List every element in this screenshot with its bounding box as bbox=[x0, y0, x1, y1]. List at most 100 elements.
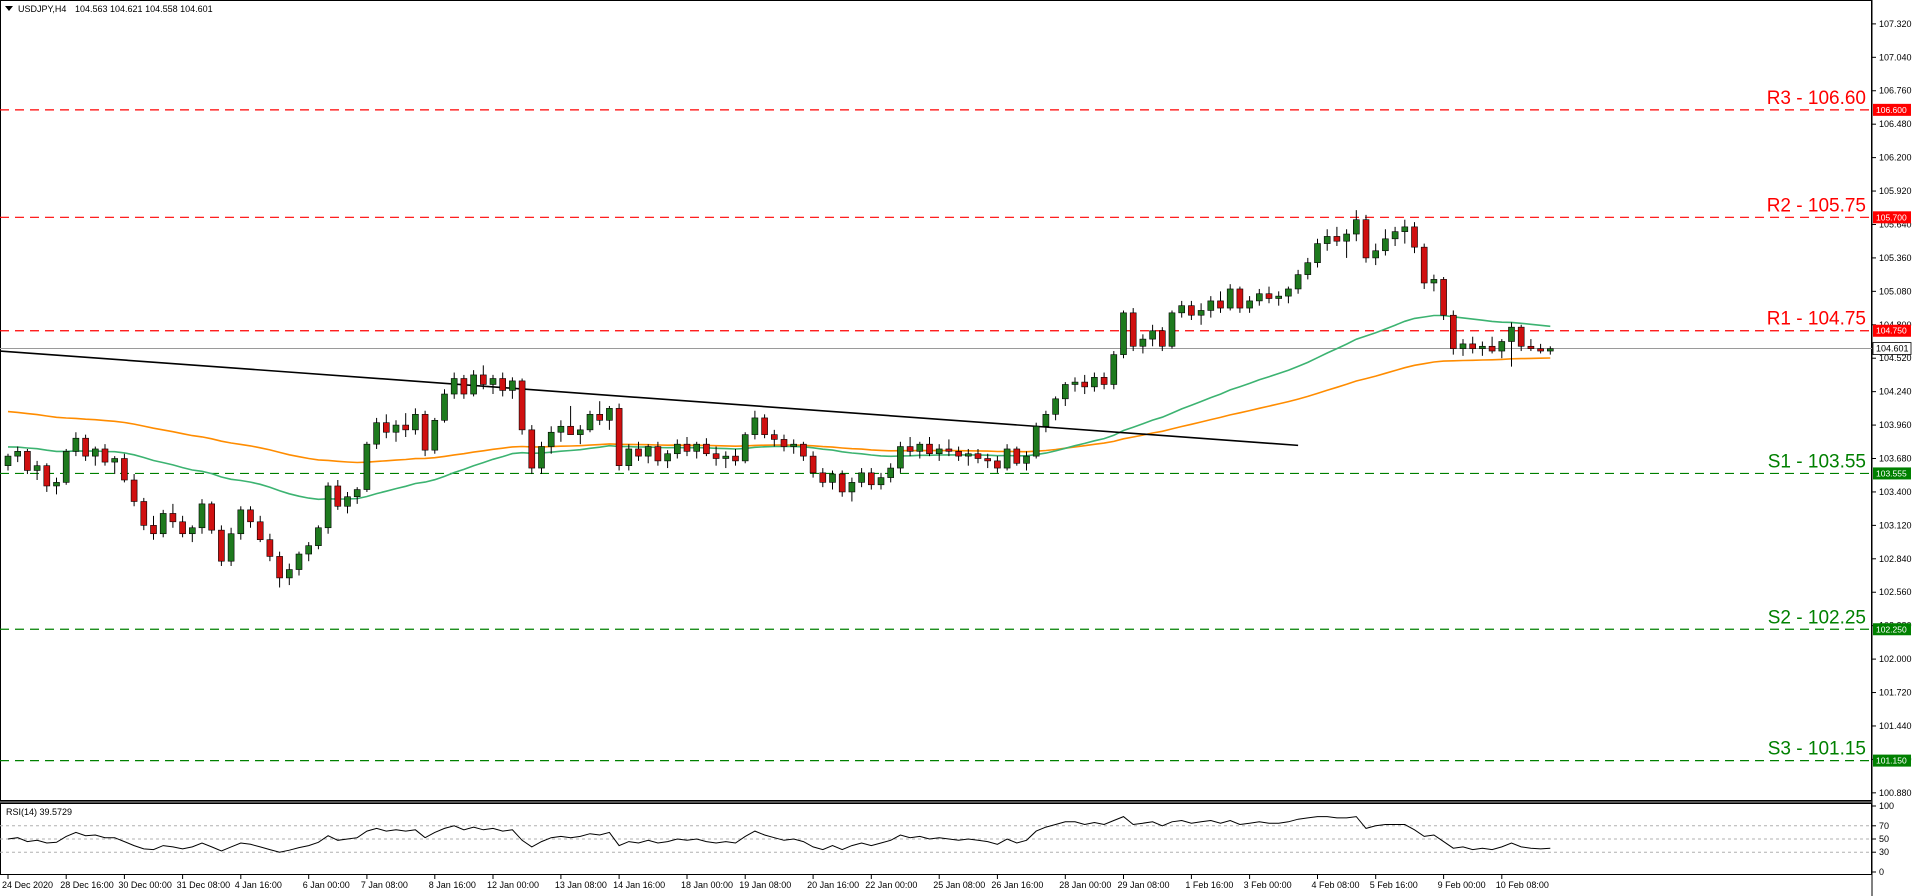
time-tick-label: 25 Jan 08:00 bbox=[933, 880, 985, 890]
time-tick-label: 4 Feb 08:00 bbox=[1312, 880, 1360, 890]
time-tick-label: 9 Feb 00:00 bbox=[1438, 880, 1486, 890]
candle-body bbox=[1168, 312, 1176, 347]
candle-body bbox=[1333, 236, 1341, 242]
candle bbox=[353, 487, 361, 504]
time-tick-label: 26 Jan 16:00 bbox=[991, 880, 1043, 890]
candle-body bbox=[140, 501, 148, 526]
candle bbox=[169, 503, 177, 528]
candle-body bbox=[1178, 305, 1185, 314]
candle-body bbox=[1265, 293, 1273, 299]
price-tick-label: 104.240 bbox=[1879, 387, 1912, 397]
candle bbox=[479, 365, 487, 390]
candle bbox=[1527, 339, 1535, 352]
candle-body bbox=[518, 380, 526, 431]
level-tag-r2 bbox=[1873, 211, 1911, 224]
candle bbox=[528, 425, 536, 475]
trendline-group bbox=[0, 350, 1299, 447]
level-label-r1: R1 - 104.75 bbox=[1767, 309, 1866, 330]
candle-body bbox=[867, 472, 875, 486]
candle-body bbox=[654, 446, 662, 462]
candle bbox=[761, 414, 768, 439]
current-price-tag bbox=[1872, 342, 1912, 355]
candle bbox=[1323, 229, 1331, 251]
candle bbox=[101, 444, 109, 466]
candle bbox=[441, 389, 448, 423]
candle bbox=[1498, 339, 1506, 359]
candle-body bbox=[906, 446, 914, 452]
candle-body bbox=[528, 429, 536, 469]
level-tag-text: 106.600 bbox=[1876, 105, 1907, 115]
candle-body bbox=[1411, 226, 1418, 248]
candle-body bbox=[829, 473, 836, 483]
candle-body bbox=[421, 414, 429, 451]
candle bbox=[159, 509, 167, 538]
candle-body bbox=[1032, 425, 1040, 457]
candle bbox=[867, 468, 875, 490]
candle bbox=[877, 472, 885, 490]
candle bbox=[1197, 303, 1205, 325]
candle bbox=[189, 525, 196, 543]
candle-body bbox=[72, 437, 80, 452]
candle bbox=[334, 480, 342, 510]
candle-body bbox=[150, 525, 157, 535]
candle bbox=[499, 372, 507, 397]
candle-body bbox=[770, 434, 778, 440]
level-tag-r3 bbox=[1873, 103, 1911, 116]
candle bbox=[1246, 296, 1253, 313]
candle-body bbox=[1382, 238, 1389, 252]
candle bbox=[1023, 451, 1030, 471]
candle bbox=[683, 437, 691, 457]
candle-body bbox=[189, 527, 196, 535]
candle-body bbox=[877, 477, 885, 486]
current-price-tag-text: 104.601 bbox=[1876, 344, 1909, 354]
candle bbox=[1071, 377, 1079, 392]
candle bbox=[974, 448, 982, 464]
candle-body bbox=[606, 408, 613, 421]
candle bbox=[460, 374, 468, 399]
candle-body bbox=[1129, 312, 1137, 347]
price-tick-label: 107.040 bbox=[1879, 52, 1912, 62]
candle bbox=[887, 463, 895, 483]
candle-body bbox=[1343, 233, 1350, 242]
candle-body bbox=[392, 424, 400, 433]
candle bbox=[1420, 243, 1428, 289]
candle-body bbox=[994, 460, 1001, 469]
price-tick-label: 103.400 bbox=[1879, 487, 1912, 497]
candlesticks bbox=[4, 210, 1554, 588]
candle-body bbox=[334, 485, 342, 507]
candle bbox=[1159, 327, 1166, 352]
candle-body bbox=[693, 443, 701, 452]
candle bbox=[916, 441, 924, 459]
candle bbox=[1256, 288, 1263, 306]
candle-body bbox=[276, 556, 283, 579]
candle bbox=[1547, 346, 1554, 355]
candle bbox=[1285, 286, 1292, 304]
candle bbox=[509, 377, 516, 399]
candle-body bbox=[499, 378, 507, 391]
candle bbox=[431, 417, 439, 454]
candle bbox=[208, 501, 215, 534]
level-tag-r1 bbox=[1873, 324, 1911, 337]
price-tick-label: 106.480 bbox=[1879, 119, 1912, 129]
candle bbox=[1382, 229, 1389, 256]
candle bbox=[606, 405, 613, 430]
candle-body bbox=[722, 455, 730, 459]
candle-body bbox=[1236, 288, 1244, 309]
candle bbox=[412, 408, 419, 435]
candle bbox=[751, 410, 759, 440]
rsi-tick-label: 100 bbox=[1879, 801, 1894, 811]
price-tick-label: 106.760 bbox=[1879, 86, 1912, 96]
candle bbox=[557, 420, 565, 442]
trendline bbox=[0, 350, 1299, 447]
candle bbox=[1188, 300, 1195, 320]
candle-body bbox=[237, 509, 245, 535]
candle-body bbox=[489, 378, 497, 385]
candle bbox=[1032, 422, 1040, 459]
candle-body bbox=[1217, 300, 1224, 309]
candle-body bbox=[53, 482, 60, 487]
candle-body bbox=[596, 414, 604, 421]
candle bbox=[53, 477, 60, 495]
candle-body bbox=[615, 408, 623, 466]
candle-body bbox=[1100, 377, 1108, 385]
candle-body bbox=[344, 496, 351, 507]
